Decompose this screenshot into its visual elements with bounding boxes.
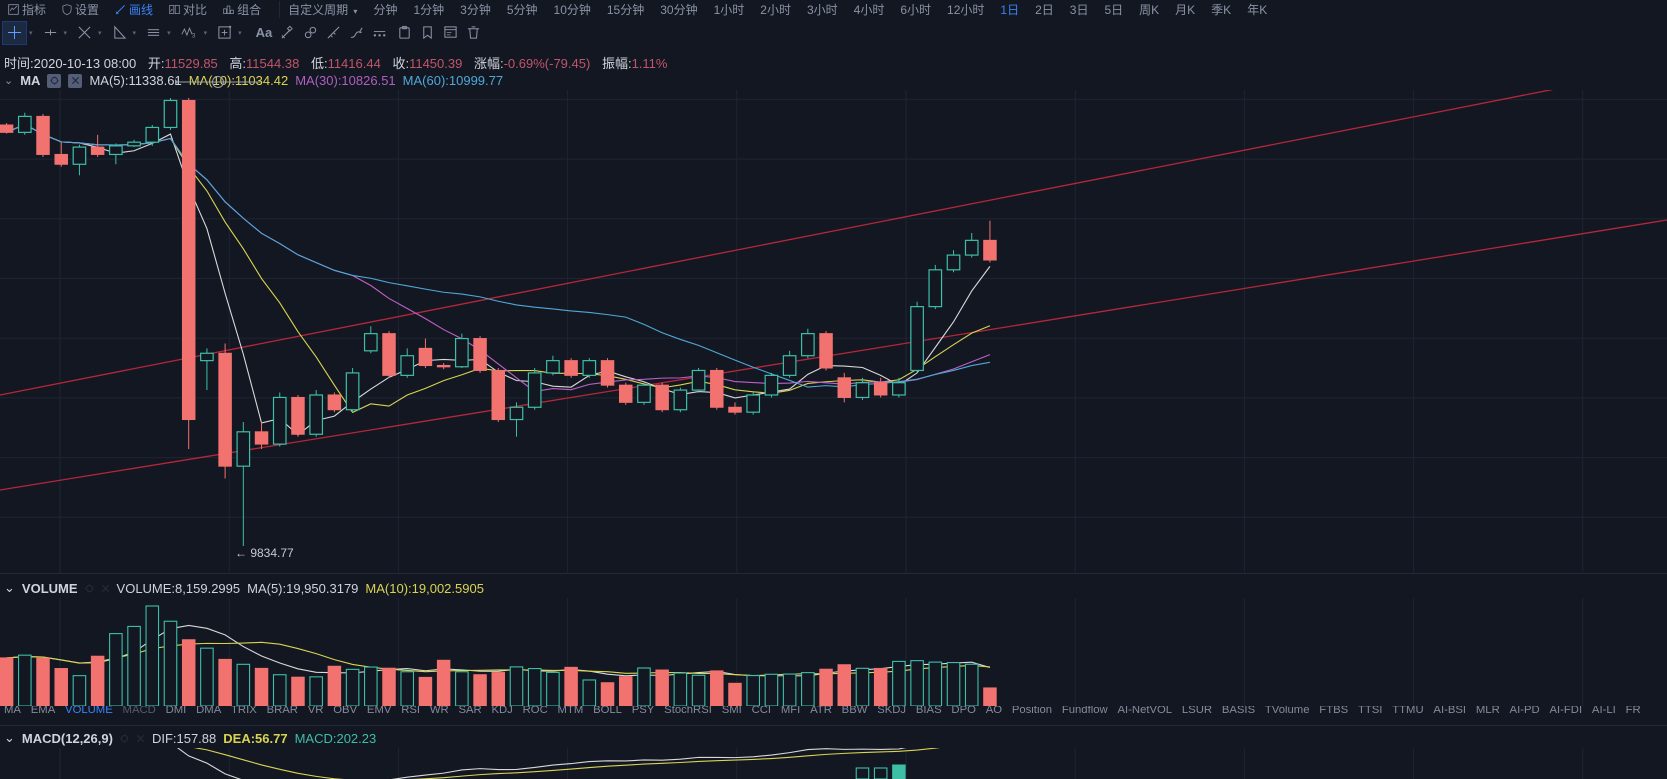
svg-text:3: 3 — [192, 34, 196, 40]
